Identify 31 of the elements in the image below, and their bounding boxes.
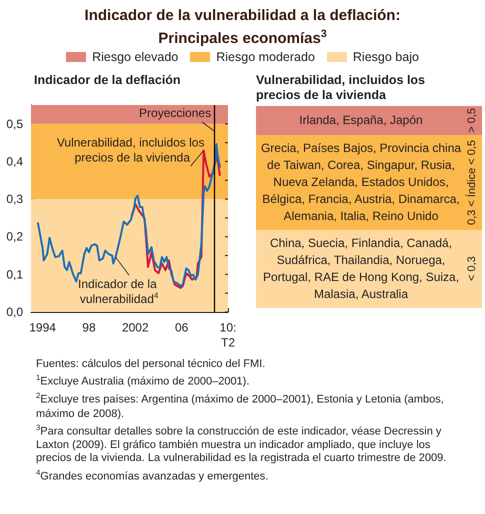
text: $^{3}$Para consultar detalles sobre la construcción de este indicador, véase Decressin y Laxton (2009). El gráfico también muestra un indicador ampliado, que incluye los precios de la vivienda. La vulnerabilidad es la registrada el cuarto trimestre de 2009. [36,422,448,466]
chart-title: Indicador de la vulnerabilidad a la deflación: Principales economías$^{3}$ [84,6,402,48]
text: 0,3 < Índice < 0,5 [466,138,479,227]
text: China, Suecia, Finlandia, Canadá, Sudáfrica, Thailandia, Noruega, Portugal, RAE de Hong Kong, Suiza, Malasia, Australia [262,234,460,303]
y-tick-label: 0,2 [6,230,24,244]
y-tick-label: 0,4 [6,154,24,168]
legend-label: Riesgo moderado [215,50,315,64]
x-tick-label: 98 [82,320,96,334]
text: Irlanda, España, Japón [298,112,424,129]
line-series [130,150,221,289]
source-note: Fuentes: cálculos del personal técnico del FMI. [36,358,266,372]
y-tick-label: 0,1 [6,267,24,282]
ref-line-label: Proyecciones [139,106,212,120]
text: Grecia, Países Bajos, Provincia china de Taiwan, Corea, Singapur, Rusia, Nueva Zelanda, Estados Unidos, Bélgica, Francia, Austria, Dinamarca, Alemania, Italia, Reino Unido [260,140,462,225]
text: $^{1}$Excluye Australia (máximo de 2000–2001). [36,372,250,390]
legend-label: Riesgo bajo [352,50,419,64]
y-tick-label: 0,3 [6,192,24,206]
x-tick-label: 2002 [122,320,149,334]
legend-label: Riesgo elevado [91,50,178,64]
y-tick-label: 0,0 [6,305,24,319]
text: $^{2}$Excluye tres países: Argentina (máximo de 2000–2001), Estonia y Letonia (ambos, máximo de 2008). [36,390,445,421]
text: $^{4}$Grandes economías avanzadas y emergentes. [36,466,270,484]
chart-subtitle: Indicador de la deflación [34,73,181,87]
y-tick-label: 0,5 [6,116,24,131]
text: < 0,3 [466,255,479,284]
text: > 0,5 [466,107,479,135]
x-tick-label: 1994 [29,320,56,334]
x-tick-label: 06 [174,320,189,334]
x-tick-label: 10: T2 [220,320,236,350]
series-label: Vulnerabilidad, incluidos los precios de la vivienda [56,136,204,165]
text: Vulnerabilidad, incluidos los precios de la vivienda [256,73,426,103]
